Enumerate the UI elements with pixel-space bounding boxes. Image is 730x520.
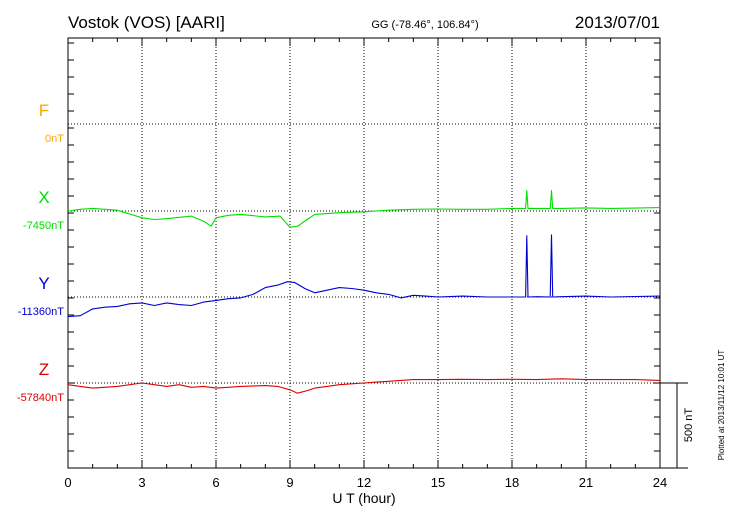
date-label: 2013/07/01 [575, 13, 660, 32]
series-baseline-y: -11360nT [18, 306, 65, 318]
x-axis-label: U T (hour) [332, 490, 395, 506]
series-name-z: Z [39, 360, 49, 379]
series-line-x [67, 190, 661, 228]
series-name-y: Y [38, 274, 49, 293]
series-baseline-x: -7450nT [23, 220, 64, 232]
axis-ticks [67, 38, 661, 468]
series-lines [67, 190, 661, 394]
chart-title: Vostok (VOS) [AARI] [68, 13, 225, 32]
series-name-f: F [39, 101, 49, 120]
series-line-z [67, 378, 661, 394]
x-tick-label: 0 [64, 475, 71, 490]
x-tick-label: 21 [579, 475, 593, 490]
x-tick-label: 3 [138, 475, 145, 490]
scale-bar: 500 nT [660, 382, 695, 469]
series-name-x: X [38, 188, 49, 207]
x-tick-label: 6 [212, 475, 219, 490]
series-line-y [67, 234, 661, 318]
scale-bar-label: 500 nT [683, 408, 695, 443]
series-baseline-z: -57840nT [17, 392, 64, 404]
x-tick-label: 15 [431, 475, 445, 490]
x-tick-labels: 0 3 6 9 12 15 18 21 24 [64, 475, 667, 490]
plot-frame [67, 37, 661, 469]
x-tick-label: 18 [505, 475, 519, 490]
grid [68, 38, 660, 468]
x-tick-label: 12 [357, 475, 371, 490]
series-labels: F 0nT X -7450nT Y -11360nT Z -57840nT [17, 101, 64, 404]
x-tick-label: 9 [286, 475, 293, 490]
x-tick-label: 24 [653, 475, 667, 490]
plotted-at-note: Plotted at 2013/11/12 10:01 UT [717, 350, 726, 461]
series-baseline-f: 0nT [45, 133, 64, 145]
coordinates-label: GG (-78.46°, 106.84°) [371, 19, 478, 31]
